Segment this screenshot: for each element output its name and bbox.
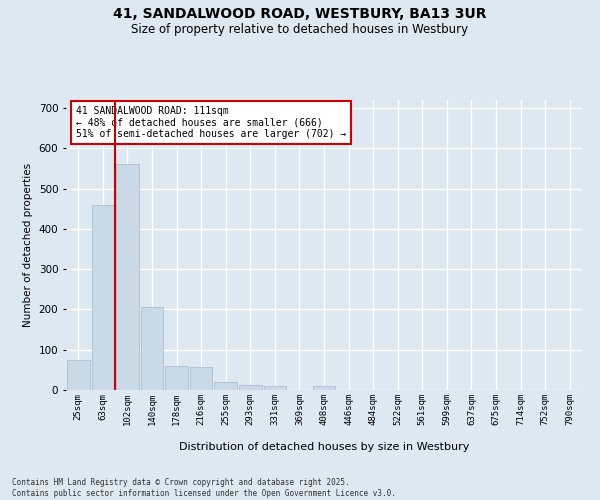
Bar [140,306,163,390]
Bar [313,386,335,390]
Text: Contains HM Land Registry data © Crown copyright and database right 2025.
Contai: Contains HM Land Registry data © Crown c… [12,478,396,498]
Bar [239,385,262,390]
Text: 41, SANDALWOOD ROAD, WESTBURY, BA13 3UR: 41, SANDALWOOD ROAD, WESTBURY, BA13 3UR [113,8,487,22]
Bar [263,386,286,390]
Bar [92,204,114,390]
Text: 41 SANDALWOOD ROAD: 111sqm
← 48% of detached houses are smaller (666)
51% of sem: 41 SANDALWOOD ROAD: 111sqm ← 48% of deta… [76,106,347,139]
Bar [190,367,212,390]
Bar [214,382,237,390]
Y-axis label: Number of detached properties: Number of detached properties [23,163,33,327]
Bar [67,360,89,390]
Text: Distribution of detached houses by size in Westbury: Distribution of detached houses by size … [179,442,469,452]
Bar [165,366,188,390]
Text: Size of property relative to detached houses in Westbury: Size of property relative to detached ho… [131,22,469,36]
Bar [116,164,139,390]
